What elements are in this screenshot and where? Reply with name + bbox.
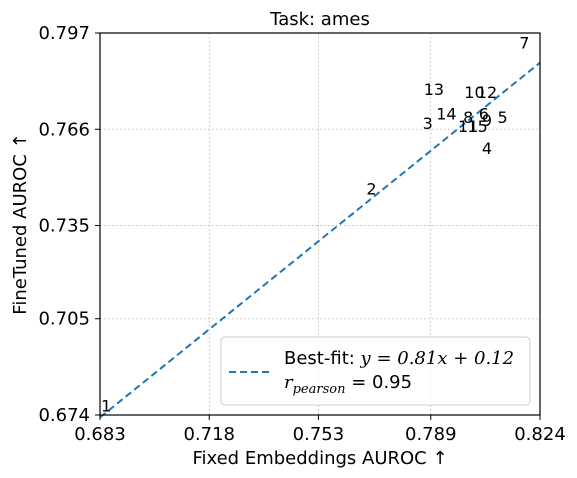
y-tick-label: 0.705 — [38, 309, 90, 330]
legend-pearson-subscript: pearson — [293, 382, 346, 397]
point-label: 15 — [467, 117, 487, 136]
point-label: 1 — [101, 397, 111, 416]
y-tick-label: 0.674 — [38, 405, 90, 426]
y-tick-label: 0.735 — [38, 216, 90, 237]
plot-frame — [99, 32, 541, 416]
point-label: 3 — [423, 114, 433, 133]
point-label: 10 — [464, 83, 484, 102]
point-label: 4 — [482, 139, 492, 158]
point-label: 7 — [519, 33, 529, 52]
y-axis-ticks: 0.674 0.705 0.735 0.766 0.797 — [38, 23, 100, 426]
point-label: 6 — [479, 105, 489, 124]
y-axis-title: FineTuned AUROC ↑ — [10, 133, 31, 314]
legend-entry-fit: Best-fit: y = 0.81x + 0.12 — [284, 348, 514, 369]
y-tick-label: 0.766 — [38, 119, 90, 140]
point-label: 14 — [436, 105, 456, 124]
legend-pearson-value: = 0.95 — [345, 372, 412, 393]
legend-box — [220, 336, 531, 406]
point-label: 2 — [366, 179, 376, 198]
x-tick-label: 0.789 — [405, 424, 457, 445]
x-axis-title: Fixed Embeddings AUROC ↑ — [192, 448, 447, 469]
legend-entry-pearson: rpearson = 0.95 — [284, 372, 412, 397]
point-label: 8 — [463, 108, 473, 127]
legend-fit-prefix: Best-fit: — [284, 348, 361, 369]
chart-title: Task: ames — [269, 9, 370, 30]
point-label: 5 — [497, 108, 507, 127]
x-tick-label: 0.753 — [293, 424, 345, 445]
legend-fit-equation: y = 0.81x + 0.12 — [360, 348, 515, 369]
legend-pearson-symbol: r — [284, 372, 294, 393]
x-tick-label: 0.824 — [514, 424, 566, 445]
x-tick-label: 0.683 — [74, 424, 126, 445]
point-label: 9 — [482, 111, 492, 130]
fit-line — [99, 61, 541, 419]
point-label: 12 — [477, 83, 497, 102]
point-label: 11 — [458, 117, 478, 136]
y-tick-label: 0.797 — [38, 23, 90, 44]
point-label: 13 — [424, 80, 444, 99]
fit-line-group — [99, 61, 541, 419]
x-tick-label: 0.718 — [183, 424, 235, 445]
x-axis-ticks: 0.683 0.718 0.753 0.789 0.824 — [74, 415, 566, 445]
legend: Best-fit: y = 0.81x + 0.12 rpearson = 0.… — [220, 336, 531, 406]
